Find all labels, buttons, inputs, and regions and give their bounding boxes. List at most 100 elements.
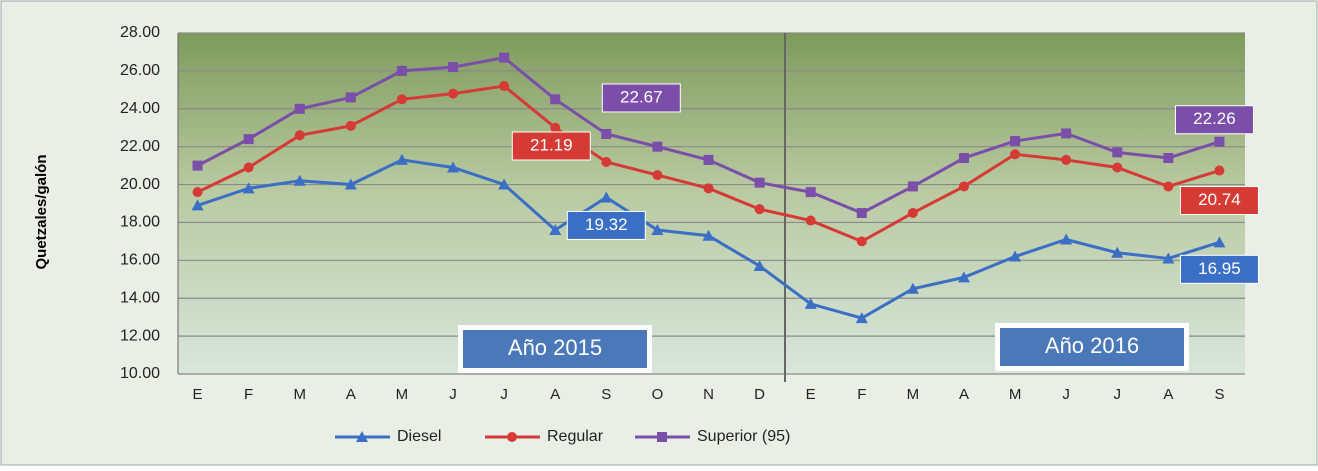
x-tick-label: M [293, 386, 306, 403]
data-label-box [601, 83, 681, 113]
point [754, 204, 765, 215]
point [855, 312, 868, 324]
legend-label: Superior (95) [697, 428, 790, 445]
point [447, 161, 460, 173]
point [1060, 233, 1073, 245]
y-tick-label: 10.00 [120, 365, 160, 382]
x-tick-label: J [449, 386, 457, 403]
data-label-box [1174, 105, 1254, 135]
point [1163, 153, 1174, 164]
point [356, 431, 368, 442]
point [804, 297, 817, 309]
point [243, 162, 254, 173]
data-label-box [566, 210, 646, 240]
point [1163, 181, 1174, 192]
x-tick-label: A [959, 386, 969, 403]
point [957, 271, 970, 283]
data-label-box [511, 131, 591, 161]
point [192, 160, 203, 171]
y-tick-label: 16.00 [120, 252, 160, 269]
point [906, 282, 919, 294]
point [754, 177, 765, 188]
legend-label: Regular [547, 428, 604, 445]
point [652, 170, 663, 181]
x-tick-label: J [500, 386, 508, 403]
point [702, 229, 715, 241]
point [1061, 128, 1072, 139]
point [345, 120, 356, 131]
x-tick-label: D [754, 386, 765, 403]
point [395, 153, 408, 165]
x-tick-label: F [244, 386, 253, 403]
point [703, 154, 714, 165]
point [1162, 252, 1175, 264]
point [1010, 135, 1021, 146]
annotation-box [463, 330, 647, 368]
point [396, 65, 407, 76]
x-tick-label: O [652, 386, 664, 403]
y-axis-label: Quetzales/galón [33, 154, 50, 269]
y-tick-label: 18.00 [120, 214, 160, 231]
point [651, 224, 664, 236]
point [652, 141, 663, 152]
point [958, 181, 969, 192]
point [805, 215, 816, 226]
point [294, 130, 305, 141]
point [1009, 250, 1022, 262]
point [345, 92, 356, 103]
point [805, 187, 816, 198]
point [753, 260, 766, 272]
x-tick-label: M [396, 386, 409, 403]
point [1112, 147, 1123, 158]
x-tick-label: A [1163, 386, 1173, 403]
data-label: 21.19 [530, 135, 573, 154]
point [549, 224, 562, 236]
point [507, 432, 517, 442]
y-tick-label: 12.00 [120, 327, 160, 344]
point [396, 94, 407, 105]
x-tick-label: S [601, 386, 611, 403]
x-tick-label: A [346, 386, 356, 403]
x-tick-label: A [550, 386, 560, 403]
x-tick-label: M [1009, 386, 1022, 403]
y-tick-label: 24.00 [120, 100, 160, 117]
point [1112, 162, 1123, 173]
annotation: Año 2016 [1045, 333, 1139, 358]
x-tick-label: F [857, 386, 866, 403]
point [907, 207, 918, 218]
point [601, 128, 612, 139]
point [344, 178, 357, 190]
point [1010, 149, 1021, 160]
point [1061, 154, 1072, 165]
point [958, 153, 969, 164]
x-tick-label: E [806, 386, 816, 403]
data-label: 22.26 [1193, 109, 1236, 128]
x-tick-label: S [1214, 386, 1224, 403]
point [294, 103, 305, 114]
data-label: 20.74 [1198, 190, 1241, 209]
annotation-box [1000, 328, 1184, 366]
point [601, 157, 612, 168]
point [448, 62, 459, 73]
point [550, 122, 561, 133]
x-tick-label: J [1114, 386, 1122, 403]
point [1111, 246, 1124, 258]
point [242, 182, 255, 194]
legend-label: Diesel [397, 428, 441, 445]
point [293, 174, 306, 186]
point [498, 178, 511, 190]
point [448, 88, 459, 99]
plot-area [178, 33, 1245, 374]
point [243, 134, 254, 145]
point [1214, 165, 1225, 176]
data-label: 16.95 [1198, 259, 1241, 278]
x-tick-label: M [907, 386, 920, 403]
y-tick-label: 28.00 [120, 24, 160, 41]
point [856, 207, 867, 218]
point [703, 183, 714, 194]
data-label: 22.67 [620, 87, 663, 106]
point [499, 81, 510, 92]
point [192, 187, 203, 198]
